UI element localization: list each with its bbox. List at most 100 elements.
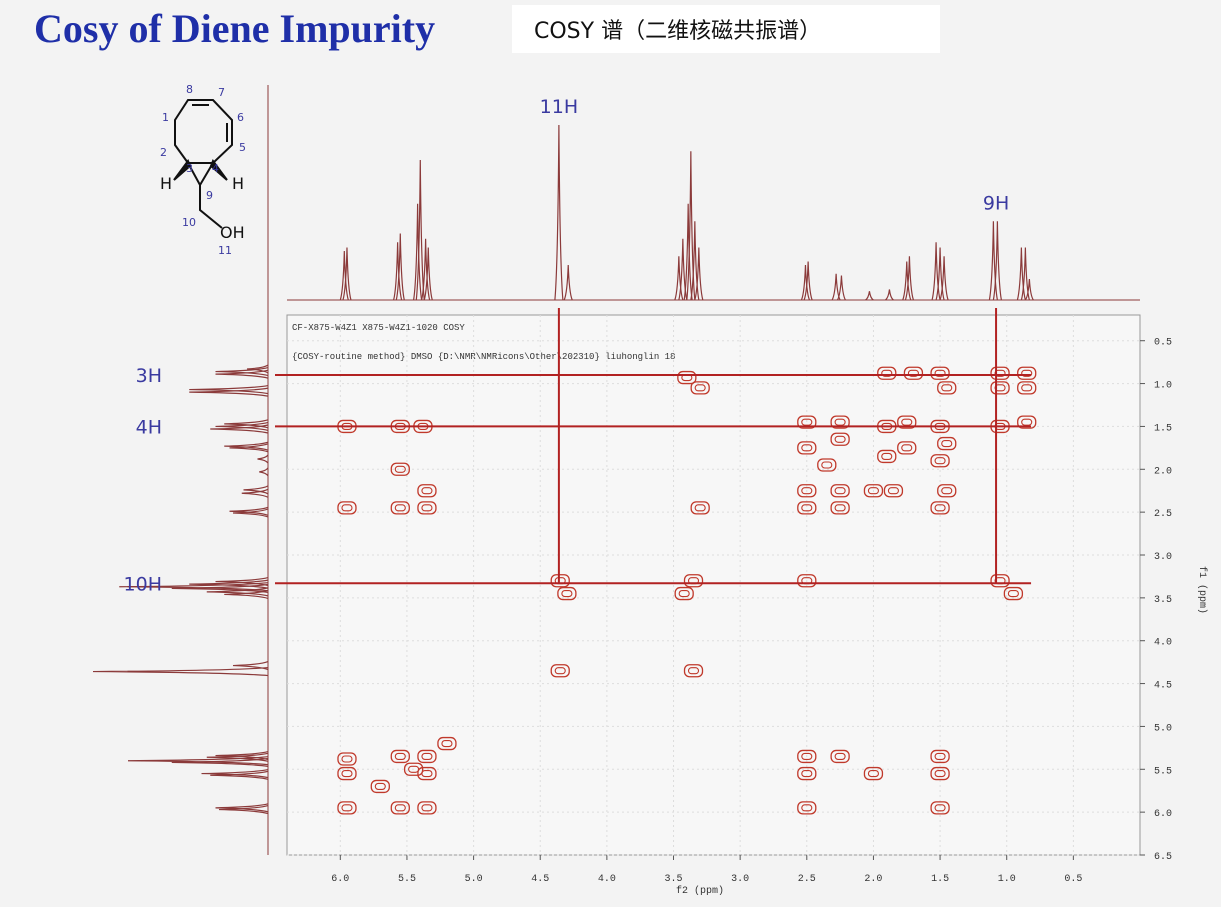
y-tick-label: 6.5 — [1154, 852, 1172, 863]
cross-peak — [1003, 586, 1024, 601]
guide-label: 4H — [136, 416, 162, 438]
side-chain — [199, 185, 223, 229]
spectrum-peak — [395, 233, 405, 301]
cross-peak — [417, 766, 437, 781]
spectrum-peak — [201, 768, 269, 779]
y-tick-label: 2.0 — [1154, 466, 1172, 477]
contour — [337, 801, 357, 815]
contour — [337, 766, 357, 781]
contour — [834, 418, 846, 426]
cross-peak — [877, 366, 897, 380]
cross-peak — [797, 749, 817, 764]
contour — [830, 432, 850, 446]
contour — [877, 449, 897, 464]
contour — [441, 740, 453, 748]
cross-peak — [930, 749, 950, 764]
spectrum-peak — [931, 242, 941, 301]
cross-peak — [390, 501, 410, 515]
spectrum-peak — [939, 256, 949, 301]
x-tick-label: 5.0 — [465, 874, 483, 885]
cross-peak — [797, 415, 817, 429]
cross-peak — [797, 801, 817, 815]
contour — [830, 415, 850, 429]
spectrum-peak — [210, 424, 269, 434]
wedge — [209, 158, 228, 181]
contour — [881, 452, 893, 460]
spectrum-peak — [92, 666, 269, 677]
cross-peak — [903, 366, 924, 380]
contour — [990, 574, 1010, 588]
cross-peak — [897, 441, 917, 455]
spectrum-peak — [992, 221, 1002, 301]
contour — [674, 586, 694, 601]
y-tick-label: 4.0 — [1154, 638, 1172, 649]
spectrum-peak — [215, 803, 269, 813]
contour — [437, 736, 457, 751]
contour — [930, 801, 950, 815]
cross-peak — [337, 752, 357, 766]
atom-label: 5 — [239, 141, 246, 154]
spectrum-peak — [232, 661, 269, 671]
spectrum-peak — [413, 203, 423, 301]
info-line: {COSY-routine method} DMSO {D:\NMR\NMRic… — [292, 352, 675, 362]
spectrum-peak — [393, 242, 403, 301]
contour — [867, 487, 879, 495]
spectrum-peak — [232, 508, 269, 518]
contour — [994, 369, 1006, 377]
contour — [550, 574, 570, 588]
contour — [417, 501, 437, 515]
contour — [863, 766, 884, 781]
contour — [930, 501, 950, 515]
contour — [941, 487, 953, 495]
contour — [990, 381, 1010, 395]
y-tick-label: 6.0 — [1154, 809, 1172, 820]
contour — [937, 436, 957, 451]
y-tick-label: 0.5 — [1154, 338, 1172, 349]
cross-peak — [557, 586, 577, 601]
spectrum-peak — [189, 387, 269, 397]
spectrum-peak — [865, 291, 874, 301]
contour — [390, 501, 410, 515]
contour — [797, 574, 817, 588]
contour — [421, 770, 433, 778]
cross-peak — [417, 749, 437, 764]
contour — [801, 752, 813, 760]
y-tick-label: 1.0 — [1154, 381, 1172, 392]
x-tick-label: 1.5 — [931, 874, 949, 885]
x-tick-label: 3.5 — [665, 874, 683, 885]
cross-peak — [1017, 415, 1037, 429]
contour — [1017, 381, 1037, 395]
spectrum-peak — [215, 366, 269, 377]
contour — [687, 667, 700, 675]
spectrum-peak — [246, 364, 269, 374]
cross-peak — [937, 436, 957, 451]
contour — [678, 590, 690, 598]
atom-label: 3 — [186, 162, 193, 175]
contour — [341, 770, 353, 778]
contour — [683, 574, 704, 588]
spectrum-peak — [215, 576, 269, 587]
x-tick-label: 1.0 — [998, 874, 1016, 885]
cross-peak — [337, 766, 357, 781]
spectrum-peak — [189, 579, 269, 589]
guide-label: 10H — [124, 573, 162, 595]
spectrum-peak — [885, 289, 894, 301]
cross-peak — [390, 749, 410, 764]
cross-peak — [883, 484, 904, 498]
guide-label: 3H — [136, 365, 162, 387]
spectrum-peak — [836, 275, 846, 301]
y-tick-label: 5.5 — [1154, 766, 1172, 777]
cross-peak — [690, 381, 710, 395]
spectrum-peak — [902, 261, 912, 301]
contour — [797, 415, 817, 429]
cross-peak — [830, 415, 850, 429]
x-tick-label: 3.0 — [731, 874, 749, 885]
contour — [830, 749, 850, 764]
contour — [834, 435, 846, 443]
cross-peak — [817, 458, 837, 472]
cross-peak — [830, 749, 850, 764]
contour — [690, 381, 710, 395]
contour — [801, 444, 813, 452]
contour — [801, 487, 813, 495]
